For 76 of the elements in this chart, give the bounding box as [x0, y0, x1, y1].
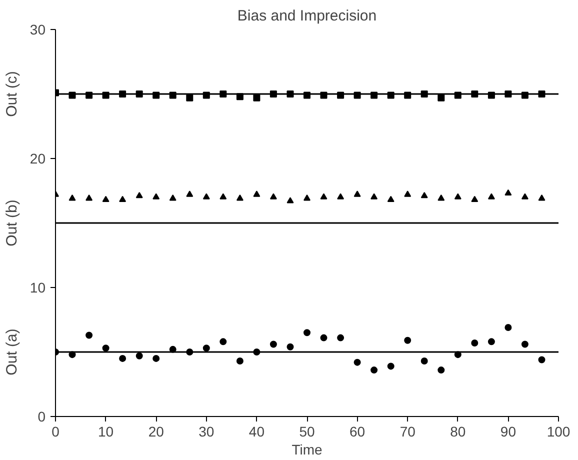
point [136, 352, 143, 360]
point [119, 196, 126, 202]
point [220, 193, 227, 200]
point [304, 329, 310, 336]
x-tick-label: 10 [98, 424, 114, 440]
point [253, 190, 260, 197]
point [253, 94, 260, 102]
point [488, 193, 495, 200]
point [438, 94, 445, 102]
text: Out (a) [4, 328, 20, 376]
point [186, 190, 194, 197]
y-tick-label: 20 [30, 150, 46, 166]
point [438, 194, 445, 201]
point [202, 193, 210, 200]
point [320, 193, 328, 200]
point [102, 196, 110, 202]
point [136, 192, 143, 198]
point [438, 366, 445, 374]
point [270, 340, 277, 348]
x-tick-label: 0 [52, 424, 60, 440]
x-tick-label: 30 [198, 424, 214, 440]
y-tick-label: 0 [38, 408, 46, 424]
point [521, 193, 528, 200]
point [504, 189, 512, 196]
point [420, 358, 428, 365]
point [387, 362, 394, 370]
point [471, 339, 478, 346]
point [119, 354, 126, 362]
text: Out (b) [4, 200, 20, 246]
point [454, 193, 462, 200]
x-tick-label: 90 [500, 424, 516, 440]
point [504, 324, 512, 331]
point [202, 344, 210, 352]
point [152, 193, 160, 200]
point [169, 194, 176, 201]
point [236, 194, 244, 201]
x-tick-label: 80 [450, 424, 466, 440]
x-tick-label: 50 [299, 424, 315, 440]
y-tick-label: 10 [30, 280, 46, 296]
point [538, 194, 546, 201]
point [270, 193, 277, 200]
point [521, 340, 528, 348]
point [320, 334, 328, 342]
point [337, 193, 344, 200]
point [152, 354, 160, 362]
x-tick-label: 100 [546, 424, 570, 440]
point [286, 197, 294, 204]
x-tick-label: 60 [350, 424, 366, 440]
point [354, 190, 361, 197]
x-tick-label: 40 [248, 424, 265, 440]
x-axis-title: Time [292, 442, 323, 458]
point [220, 338, 227, 346]
point [404, 190, 412, 197]
x-tick-label: 20 [148, 424, 164, 440]
point [286, 343, 294, 350]
point [471, 196, 478, 202]
y-tick-label: 30 [30, 22, 46, 38]
point [488, 338, 495, 346]
x-tick-label: 70 [400, 424, 416, 440]
point [86, 194, 93, 201]
point [337, 334, 344, 342]
point [236, 358, 244, 365]
point [370, 193, 378, 200]
point [304, 194, 310, 201]
point [68, 194, 76, 201]
point [102, 344, 110, 352]
point [420, 192, 428, 198]
point [370, 366, 378, 374]
point [538, 356, 546, 364]
point [387, 196, 394, 202]
point [86, 332, 93, 339]
point [186, 94, 194, 102]
chart-title: Bias and Imprecision [237, 8, 377, 24]
point [404, 336, 412, 344]
point [354, 358, 361, 366]
text: Out (c) [4, 71, 20, 117]
